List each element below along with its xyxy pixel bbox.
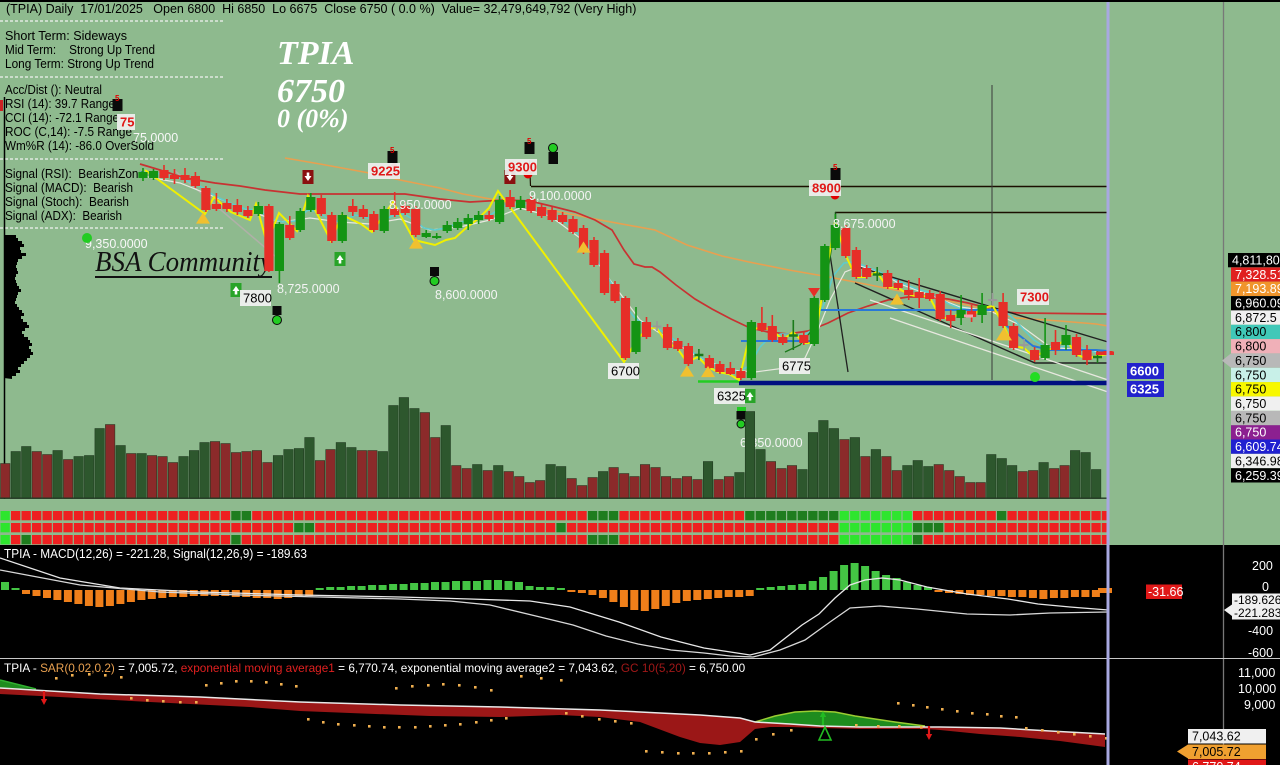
svg-text:0 (0%): 0 (0%) xyxy=(277,104,348,133)
svg-text:-400: -400 xyxy=(1248,624,1273,638)
svg-text:-221.283: -221.283 xyxy=(1234,606,1280,620)
svg-text:Wm%R (14): -86.0 OverSold: Wm%R (14): -86.0 OverSold xyxy=(5,139,154,153)
svg-text:6,750: 6,750 xyxy=(1235,368,1266,382)
svg-text:6,346.98: 6,346.98 xyxy=(1235,454,1280,468)
svg-text:75: 75 xyxy=(120,115,134,130)
svg-text:6,259.39: 6,259.39 xyxy=(1235,469,1280,483)
svg-text:6,960.09: 6,960.09 xyxy=(1235,297,1280,311)
svg-text:TPIA: TPIA xyxy=(277,35,354,72)
svg-text:5: 5 xyxy=(390,146,395,155)
svg-text:6,872.5: 6,872.5 xyxy=(1235,311,1277,325)
svg-text:8,725.0000: 8,725.0000 xyxy=(277,282,340,296)
svg-text:6,750: 6,750 xyxy=(1235,411,1266,425)
svg-text:(TPIA) Daily 17/01/2025 Ope: (TPIA) Daily 17/01/2025 Open 6800 Hi 685… xyxy=(6,2,636,16)
svg-text:7,005.72: 7,005.72 xyxy=(1192,745,1241,759)
svg-text:6700: 6700 xyxy=(611,364,640,379)
svg-text:6,800: 6,800 xyxy=(1235,340,1266,354)
svg-text:9,000: 9,000 xyxy=(1244,698,1275,712)
svg-text:8,950.0000: 8,950.0000 xyxy=(389,198,452,212)
svg-text:Signal (RSI): BearishZone: Signal (RSI): BearishZone xyxy=(5,167,145,181)
svg-text:6325: 6325 xyxy=(717,389,746,404)
svg-text:6,800: 6,800 xyxy=(1235,325,1266,339)
svg-text:Short Term: Sideways: Short Term: Sideways xyxy=(5,29,127,43)
svg-text:6,609.74: 6,609.74 xyxy=(1235,440,1280,454)
svg-text:6,750: 6,750 xyxy=(1235,426,1266,440)
svg-text:11,000: 11,000 xyxy=(1238,666,1275,680)
svg-text:10,000: 10,000 xyxy=(1238,682,1276,696)
svg-text:TPIA - SAR(0.02,0.2) = 7,005.7: TPIA - SAR(0.02,0.2) = 7,005.72, exponen… xyxy=(4,661,746,675)
svg-text:Mid Term: Strong Up Trend: Mid Term: Strong Up Trend xyxy=(5,43,155,57)
svg-text:ROC (C,14): -7.5 Range: ROC (C,14): -7.5 Range xyxy=(5,125,132,139)
svg-text:-600: -600 xyxy=(1248,646,1273,660)
svg-text:7,043.62: 7,043.62 xyxy=(1192,730,1241,744)
svg-text:5: 5 xyxy=(833,163,838,172)
svg-text:7,328.51: 7,328.51 xyxy=(1235,268,1280,282)
svg-text:8,675.0000: 8,675.0000 xyxy=(833,217,896,231)
svg-text:6,750: 6,750 xyxy=(1235,383,1266,397)
svg-text:6,350.0000: 6,350.0000 xyxy=(740,436,803,450)
svg-text:7,193.89: 7,193.89 xyxy=(1235,282,1280,296)
svg-text:TPIA - MACD(12,26) = -221.28,: TPIA - MACD(12,26) = -221.28, Signal(12,… xyxy=(4,547,307,561)
svg-text:CCI (14): -72.1 Range: CCI (14): -72.1 Range xyxy=(5,111,119,125)
svg-text:8900: 8900 xyxy=(812,181,841,196)
svg-text:9,100.0000: 9,100.0000 xyxy=(529,189,592,203)
svg-text:5: 5 xyxy=(115,94,120,103)
svg-text:9300: 9300 xyxy=(508,160,537,175)
svg-text:RSI (14): 39.7 Range: RSI (14): 39.7 Range xyxy=(5,97,115,111)
svg-text:Signal (Stoch): Bearish: Signal (Stoch): Bearish xyxy=(5,195,129,209)
svg-text:8,600.0000: 8,600.0000 xyxy=(435,288,498,302)
svg-text:-189.626: -189.626 xyxy=(1234,593,1280,607)
svg-text:6325: 6325 xyxy=(1130,382,1159,397)
svg-text:75.0000: 75.0000 xyxy=(133,131,178,145)
svg-text:6600: 6600 xyxy=(1130,364,1159,379)
svg-text:6,750: 6,750 xyxy=(1235,354,1266,368)
svg-text:5: 5 xyxy=(527,137,532,146)
svg-text:7800: 7800 xyxy=(243,291,272,306)
svg-text:7300: 7300 xyxy=(1020,290,1049,305)
svg-text:6775: 6775 xyxy=(782,359,811,374)
svg-text:6,770.74: 6,770.74 xyxy=(1192,760,1241,765)
svg-text:6750: 6750 xyxy=(277,73,345,110)
svg-text:6,750: 6,750 xyxy=(1235,397,1266,411)
svg-text:9,350.0000: 9,350.0000 xyxy=(85,237,148,251)
svg-text:Acc/Dist (): Neutral: Acc/Dist (): Neutral xyxy=(5,83,102,97)
svg-text:Signal (MACD): Bearish: Signal (MACD): Bearish xyxy=(5,181,133,195)
svg-text:-31.66: -31.66 xyxy=(1148,585,1183,599)
svg-text:200: 200 xyxy=(1252,559,1273,573)
svg-text:9225: 9225 xyxy=(371,164,400,179)
svg-text:4,811,800: 4,811,800 xyxy=(1232,254,1280,268)
svg-text:Signal (ADX): Bearish: Signal (ADX): Bearish xyxy=(5,209,122,223)
svg-text:Long Term: Strong Up Trend: Long Term: Strong Up Trend xyxy=(5,57,154,71)
svg-text:0: 0 xyxy=(1262,580,1269,594)
svg-text:BSA Community: BSA Community xyxy=(95,247,273,278)
